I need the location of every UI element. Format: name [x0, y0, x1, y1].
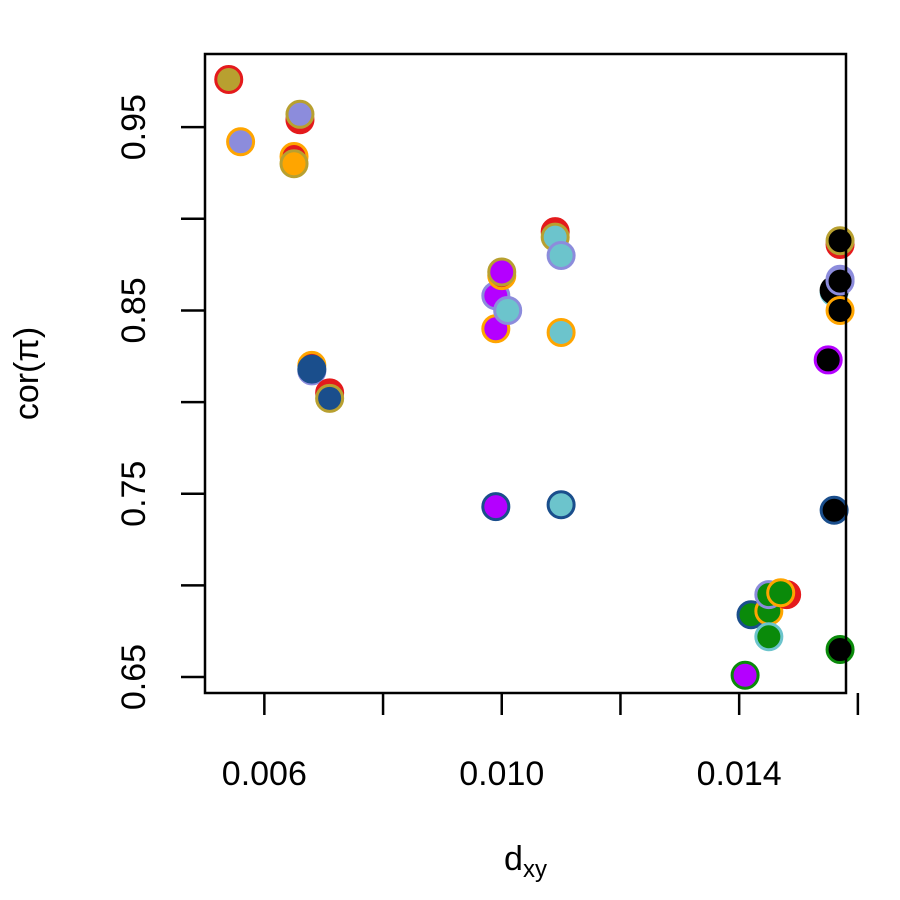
data-point	[214, 64, 244, 94]
data-point	[825, 635, 855, 665]
data-point	[546, 490, 576, 520]
x-tick-label: 0.006	[222, 755, 307, 793]
x-axis-title: dxy	[504, 840, 547, 883]
data-point	[546, 317, 576, 347]
data-point	[825, 226, 855, 256]
y-tick-label: 0.95	[115, 94, 153, 160]
data-point	[297, 354, 327, 384]
data-point	[226, 127, 256, 157]
plot-frame	[203, 52, 848, 695]
data-point	[825, 295, 855, 325]
data-point	[487, 257, 517, 287]
y-tick-label: 0.85	[115, 277, 153, 343]
data-point	[493, 295, 523, 325]
data-point	[730, 660, 760, 690]
data-point	[285, 99, 315, 129]
x-tick-label: 0.010	[459, 755, 544, 793]
data-point	[279, 149, 309, 179]
x-axis-title-base: d	[504, 840, 523, 878]
data-point	[315, 383, 345, 413]
data-point	[813, 345, 843, 375]
data-point	[754, 622, 784, 652]
data-point	[481, 492, 511, 522]
data-point	[819, 495, 849, 525]
data-point	[766, 578, 796, 608]
data-point	[825, 266, 855, 296]
x-tick-label: 0.014	[697, 755, 782, 793]
data-point	[546, 240, 576, 270]
x-axis-title-subscript: xy	[523, 856, 547, 883]
y-tick-label: 0.65	[115, 644, 153, 710]
y-tick-label: 0.75	[115, 461, 153, 527]
ticks-layer: 0.006 0.010 0.014 0.65 0.75 0.85 0.95	[115, 94, 860, 793]
points-layer	[214, 64, 855, 690]
y-axis-title: cor(π)	[8, 327, 46, 420]
